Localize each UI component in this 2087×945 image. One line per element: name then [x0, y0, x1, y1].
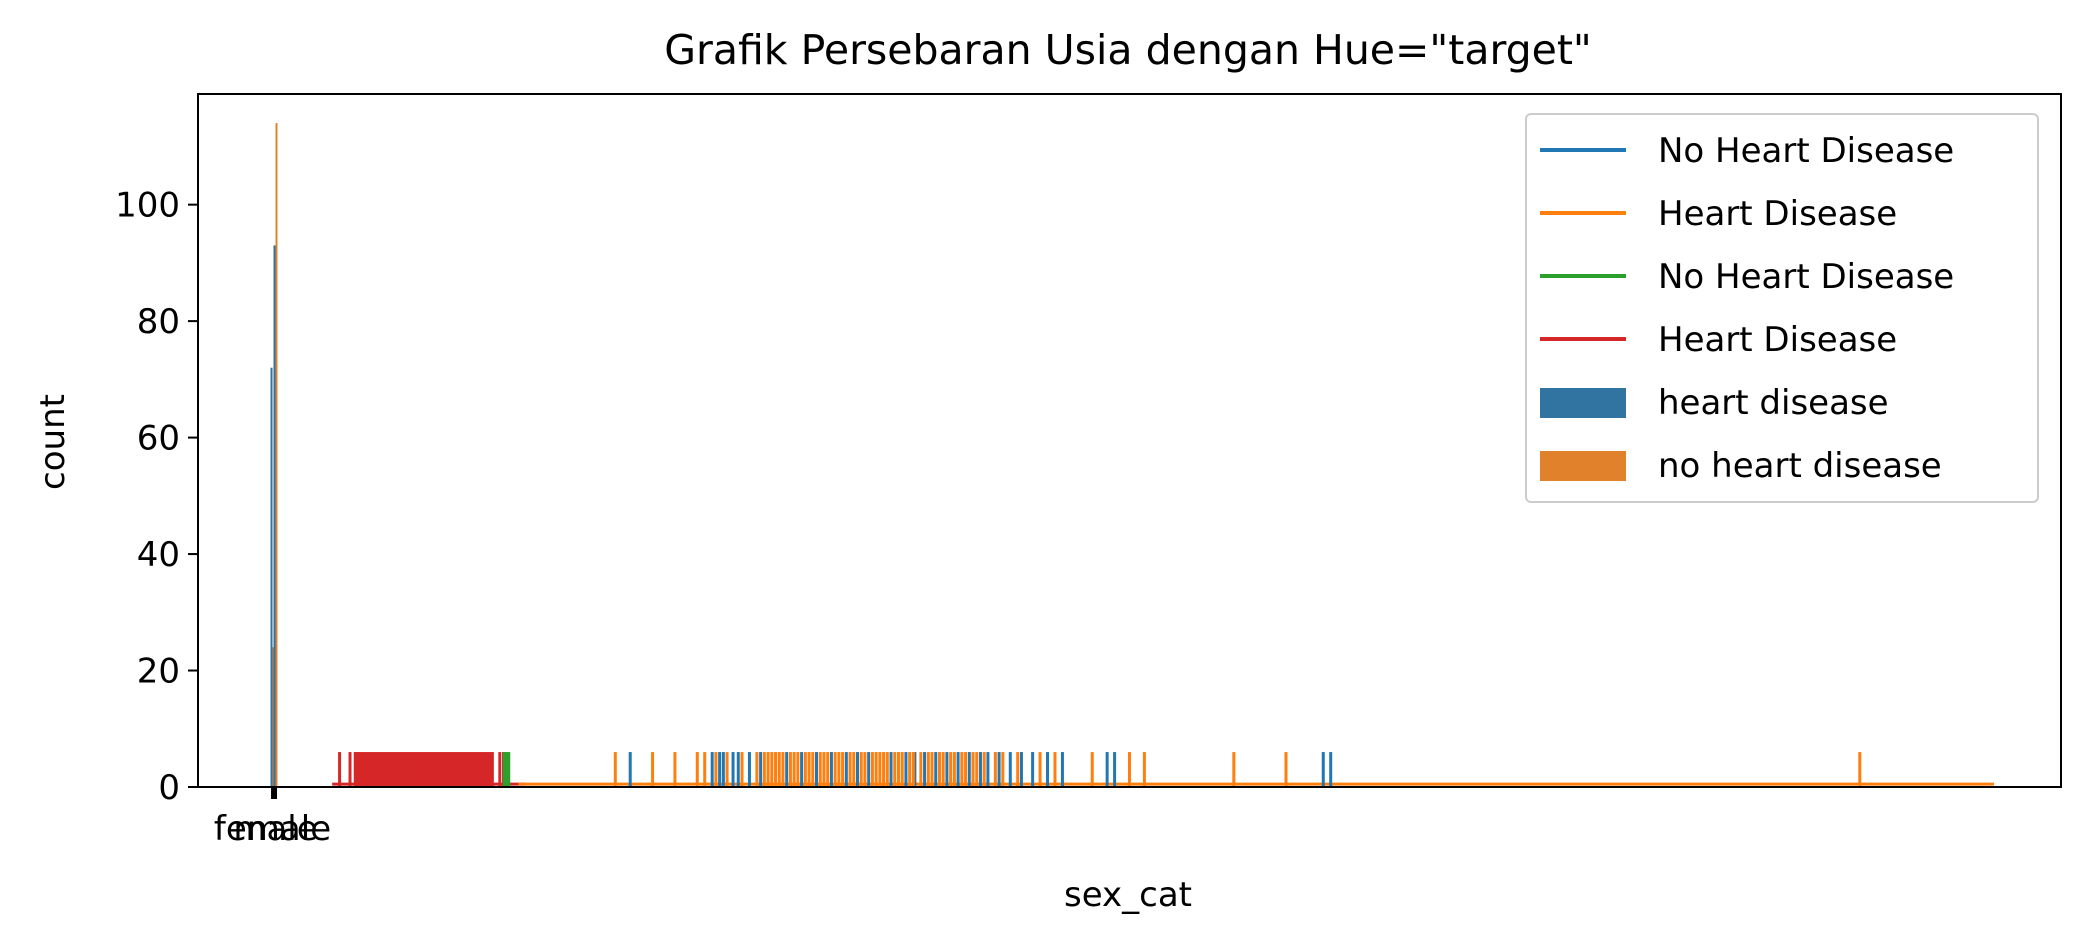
bar-male-heart-disease: [273, 245, 276, 788]
plot-area: [270, 123, 1994, 788]
plot-frame: [197, 93, 2062, 788]
y-axis: 0 20 40 60 80 100: [115, 186, 198, 808]
legend-swatch-5: [1540, 451, 1626, 481]
x-tick-label-1: male: [233, 809, 317, 849]
legend-label-2: No Heart Disease: [1658, 257, 1954, 297]
legend-label-4: heart disease: [1658, 383, 1889, 423]
y-tick-label-1: 20: [137, 652, 180, 692]
y-tick-label-0: 0: [158, 768, 180, 808]
y-axis-label: count: [33, 394, 73, 490]
y-tick-label-5: 100: [115, 186, 180, 226]
legend: No Heart Disease Heart Disease No Heart Di…: [1525, 113, 2039, 503]
y-tick-label-3: 60: [137, 419, 180, 459]
bar-male-no-heart-disease: [275, 123, 278, 787]
chart-title: Grafik Persebaran Usia dengan Hue="targe…: [664, 26, 1592, 74]
x-tick-label-0: female: [214, 809, 331, 849]
y-tick-label-4: 80: [137, 302, 180, 342]
legend-label-1: Heart Disease: [1658, 194, 1897, 234]
legend-swatch-4: [1540, 388, 1626, 418]
legend-label-5: no heart disease: [1658, 446, 1942, 486]
bar-female-heart-disease: [270, 367, 273, 787]
x-axis-label: sex_cat: [1064, 875, 1192, 915]
legend-label-0: No Heart Disease: [1658, 131, 1954, 171]
y-tick-label-2: 40: [137, 535, 180, 575]
legend-box: [1525, 113, 2039, 503]
legend-label-3: Heart Disease: [1658, 320, 1897, 360]
